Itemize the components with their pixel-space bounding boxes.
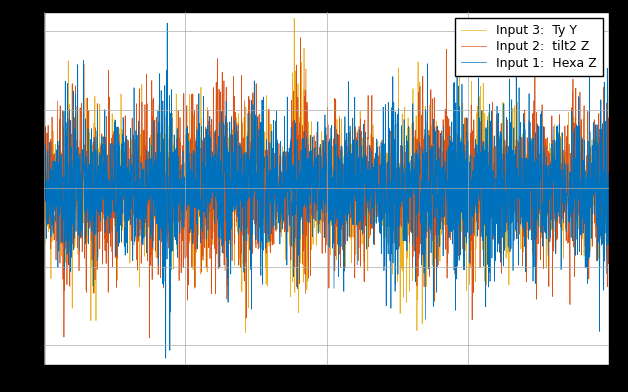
Input 1:  Hexa Z: (2.62e+03, 1.64): Hexa Z: (2.62e+03, 1.64) [534, 122, 541, 126]
Input 1:  Hexa Z: (342, 0.201): Hexa Z: (342, 0.201) [105, 178, 112, 183]
Input 2:  tilt2 Z: (1.15e+03, -1.55): tilt2 Z: (1.15e+03, -1.55) [257, 247, 264, 251]
Input 1:  Hexa Z: (646, -4.34): Hexa Z: (646, -4.34) [162, 356, 170, 361]
Legend: Input 3:  Ty Y, Input 2:  tilt2 Z, Input 1:  Hexa Z: Input 3: Ty Y, Input 2: tilt2 Z, Input 1… [455, 18, 603, 76]
Input 1:  Hexa Z: (1.28e+03, 0.596): Hexa Z: (1.28e+03, 0.596) [282, 162, 290, 167]
Input 1:  Hexa Z: (1.15e+03, -0.657): Hexa Z: (1.15e+03, -0.657) [257, 212, 265, 216]
Input 1:  Hexa Z: (520, -1.4): Hexa Z: (520, -1.4) [138, 241, 146, 245]
Input 2:  tilt2 Z: (2.62e+03, 0.137): tilt2 Z: (2.62e+03, 0.137) [534, 180, 541, 185]
Input 3:  Ty Y: (2.62e+03, -0.191): Ty Y: (2.62e+03, -0.191) [534, 193, 541, 198]
Input 3:  Ty Y: (0, -0.619): Ty Y: (0, -0.619) [40, 210, 48, 215]
Input 3:  Ty Y: (342, 0.627): Ty Y: (342, 0.627) [105, 161, 112, 166]
Input 2:  tilt2 Z: (1.36e+03, 3.84): tilt2 Z: (1.36e+03, 3.84) [296, 35, 304, 40]
Input 1:  Hexa Z: (654, 4.21): Hexa Z: (654, 4.21) [163, 21, 171, 25]
Input 2:  tilt2 Z: (1.28e+03, 0.586): tilt2 Z: (1.28e+03, 0.586) [281, 163, 289, 167]
Input 3:  Ty Y: (1.28e+03, -0.374): Ty Y: (1.28e+03, -0.374) [281, 200, 289, 205]
Input 2:  tilt2 Z: (342, 3.01): tilt2 Z: (342, 3.01) [105, 68, 112, 73]
Line: Input 3:  Ty Y: Input 3: Ty Y [44, 18, 609, 332]
Input 1:  Hexa Z: (2.94e+03, 0.75): Hexa Z: (2.94e+03, 0.75) [595, 156, 602, 161]
Input 1:  Hexa Z: (0, 0.369): Hexa Z: (0, 0.369) [40, 171, 48, 176]
Input 3:  Ty Y: (1.33e+03, 4.33): Ty Y: (1.33e+03, 4.33) [291, 16, 298, 21]
Input 3:  Ty Y: (520, -0.123): Ty Y: (520, -0.123) [138, 191, 146, 195]
Input 2:  tilt2 Z: (2.94e+03, 0.747): tilt2 Z: (2.94e+03, 0.747) [595, 156, 602, 161]
Input 3:  Ty Y: (1.07e+03, -3.68): Ty Y: (1.07e+03, -3.68) [242, 330, 249, 335]
Input 2:  tilt2 Z: (0, 0.22): tilt2 Z: (0, 0.22) [40, 177, 48, 182]
Input 1:  Hexa Z: (3e+03, -0.172): Hexa Z: (3e+03, -0.172) [605, 192, 613, 197]
Input 3:  Ty Y: (1.15e+03, 1.27): Ty Y: (1.15e+03, 1.27) [257, 136, 264, 141]
Line: Input 2:  tilt2 Z: Input 2: tilt2 Z [44, 38, 609, 338]
Input 3:  Ty Y: (3e+03, 2.37): Ty Y: (3e+03, 2.37) [605, 93, 613, 98]
Input 2:  tilt2 Z: (520, 2.2): tilt2 Z: (520, 2.2) [138, 100, 146, 104]
Input 3:  Ty Y: (2.94e+03, 0.8): Ty Y: (2.94e+03, 0.8) [595, 154, 602, 159]
Input 2:  tilt2 Z: (3e+03, -0.926): tilt2 Z: (3e+03, -0.926) [605, 222, 613, 227]
Line: Input 1:  Hexa Z: Input 1: Hexa Z [44, 23, 609, 358]
Input 2:  tilt2 Z: (559, -3.82): tilt2 Z: (559, -3.82) [146, 336, 153, 340]
